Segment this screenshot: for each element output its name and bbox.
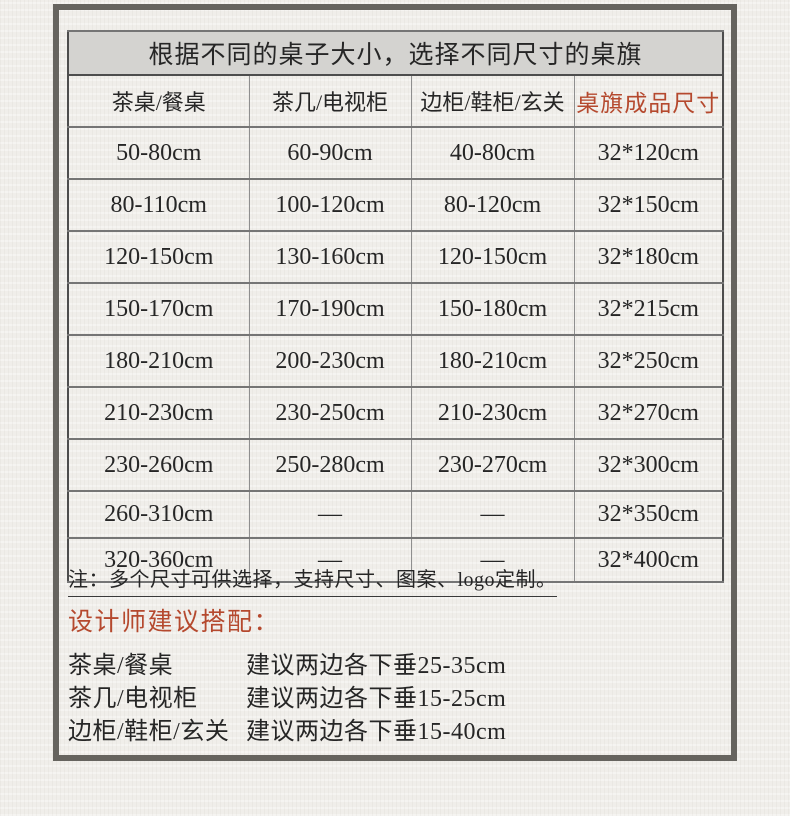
table-row: 210-230cm 230-250cm 210-230cm 32*270cm	[67, 386, 724, 440]
advice-text: 建议两边各下垂15-40cm	[246, 719, 507, 745]
table-cell: 150-170cm	[67, 282, 250, 336]
decorative-frame	[53, 4, 737, 761]
table-cell: —	[248, 490, 412, 539]
column-header-runner-finished-size: 桌旗成品尺寸	[573, 74, 724, 128]
table-cell: 250-280cm	[248, 438, 412, 492]
table-cell: 32*180cm	[573, 230, 724, 284]
advice-label: 边柜/鞋柜/玄关	[68, 719, 230, 745]
table-cell: —	[248, 537, 412, 583]
table-cell: 170-190cm	[248, 282, 412, 336]
table-cell: 210-230cm	[410, 386, 575, 440]
table-row: 150-170cm 170-190cm 150-180cm 32*215cm	[67, 282, 724, 336]
table-title: 根据不同的桌子大小，选择不同尺寸的桌旗	[67, 30, 724, 76]
table-cell: 60-90cm	[248, 126, 412, 180]
table-cell: 40-80cm	[410, 126, 575, 180]
table-row: 80-110cm 100-120cm 80-120cm 32*150cm	[67, 178, 724, 232]
table-cell: 32*250cm	[573, 334, 724, 388]
table-header-row: 茶桌/餐桌 茶几/电视柜 边柜/鞋柜/玄关 桌旗成品尺寸	[67, 74, 724, 128]
table-cell: 100-120cm	[248, 178, 412, 232]
column-header-side-cabinet-entryway: 边柜/鞋柜/玄关	[410, 74, 575, 128]
advice-label: 茶几/电视柜	[68, 686, 198, 712]
table-title-row: 根据不同的桌子大小，选择不同尺寸的桌旗	[67, 30, 724, 76]
table-cell: 80-110cm	[67, 178, 250, 232]
advice-label: 茶桌/餐桌	[68, 653, 174, 679]
table-cell: 150-180cm	[410, 282, 575, 336]
table-cell: 120-150cm	[410, 230, 575, 284]
customization-note: 注：多个尺寸可供选择，支持尺寸、图案、logo定制。	[68, 563, 557, 597]
table-row: 320-360cm — — 32*400cm	[67, 537, 724, 583]
advice-row: 边柜/鞋柜/玄关 建议两边各下垂15-40cm	[68, 711, 648, 745]
table-cell: 130-160cm	[248, 230, 412, 284]
table-cell: 32*150cm	[573, 178, 724, 232]
table-cell: 180-210cm	[410, 334, 575, 388]
table-cell: 320-360cm	[67, 537, 250, 583]
table-cell: —	[410, 537, 575, 583]
table-cell: 210-230cm	[67, 386, 250, 440]
table-cell: 230-250cm	[248, 386, 412, 440]
table-row: 230-260cm 250-280cm 230-270cm 32*300cm	[67, 438, 724, 492]
table-cell: 32*300cm	[573, 438, 724, 492]
table-cell: —	[410, 490, 575, 539]
table-cell: 200-230cm	[248, 334, 412, 388]
table-cell: 50-80cm	[67, 126, 250, 180]
table-cell: 180-210cm	[67, 334, 250, 388]
table-cell: 80-120cm	[410, 178, 575, 232]
table-row: 260-310cm — — 32*350cm	[67, 490, 724, 539]
table-row: 180-210cm 200-230cm 180-210cm 32*250cm	[67, 334, 724, 388]
advice-row: 茶几/电视柜 建议两边各下垂15-25cm	[68, 678, 648, 712]
table-row: 50-80cm 60-90cm 40-80cm 32*120cm	[67, 126, 724, 180]
designer-advice-heading: 设计师建议搭配：	[68, 609, 281, 636]
table-cell: 260-310cm	[67, 490, 250, 539]
advice-text: 建议两边各下垂15-25cm	[246, 686, 507, 712]
table-row: 120-150cm 130-160cm 120-150cm 32*180cm	[67, 230, 724, 284]
table-cell: 32*350cm	[573, 490, 724, 539]
table-cell: 32*215cm	[573, 282, 724, 336]
advice-text: 建议两边各下垂25-35cm	[246, 653, 507, 679]
column-header-tea-dining-table: 茶桌/餐桌	[67, 74, 250, 128]
designer-advice-list: 茶桌/餐桌 建议两边各下垂25-35cm 茶几/电视柜 建议两边各下垂15-25…	[68, 645, 648, 745]
table-cell: 32*400cm	[573, 537, 724, 583]
column-header-coffee-table-tv-cabinet: 茶几/电视柜	[248, 74, 412, 128]
table-cell: 230-270cm	[410, 438, 575, 492]
table-cell: 120-150cm	[67, 230, 250, 284]
size-chart-table: 根据不同的桌子大小，选择不同尺寸的桌旗 茶桌/餐桌 茶几/电视柜 边柜/鞋柜/玄…	[67, 30, 725, 583]
table-cell: 32*270cm	[573, 386, 724, 440]
advice-row: 茶桌/餐桌 建议两边各下垂25-35cm	[68, 645, 648, 679]
table-cell: 230-260cm	[67, 438, 250, 492]
table-cell: 32*120cm	[573, 126, 724, 180]
